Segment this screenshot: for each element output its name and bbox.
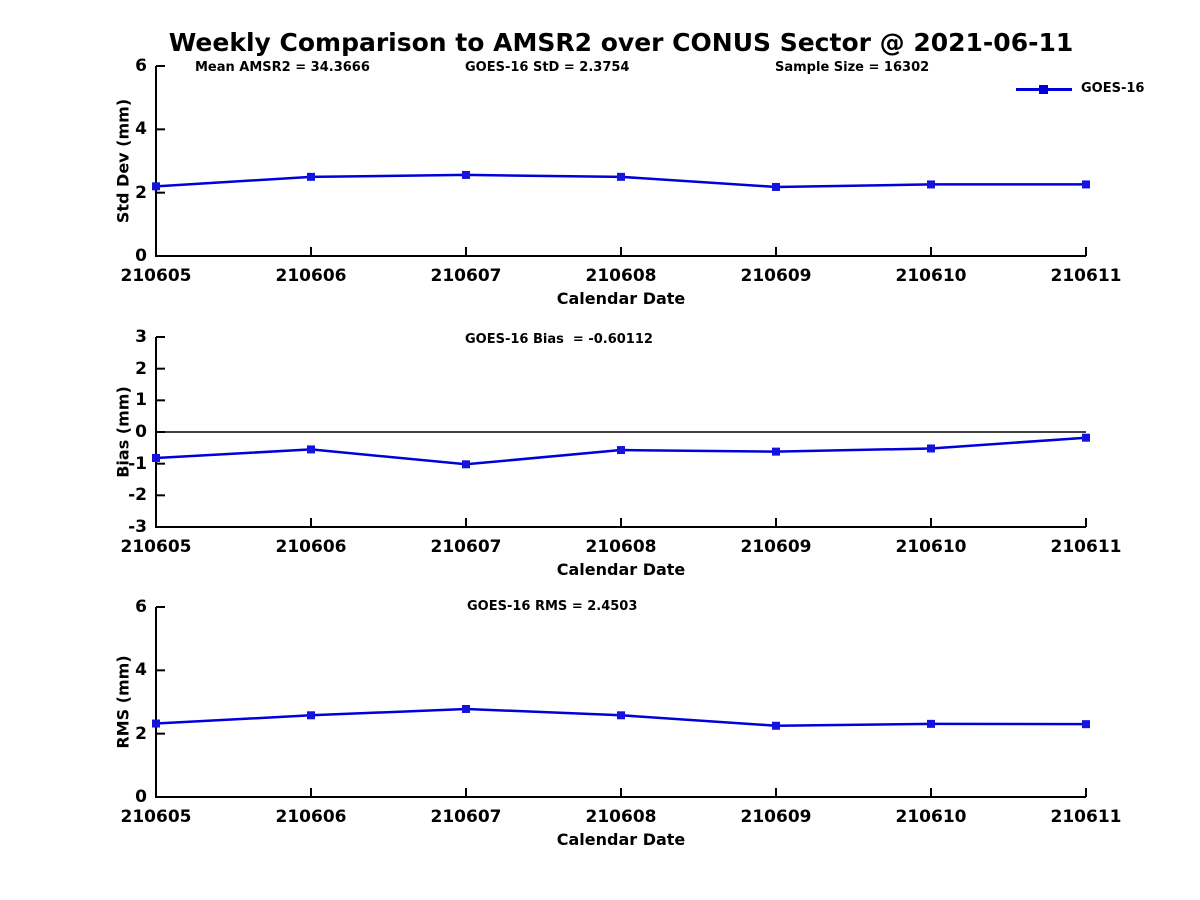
y-tick-label: 0 (135, 246, 147, 266)
x-tick-label: 210611 (1050, 266, 1122, 286)
rms-data-marker (1082, 720, 1090, 729)
std-dev-data-marker (927, 180, 935, 189)
x-tick-label: 210609 (740, 266, 812, 286)
figure-title: Weekly Comparison to AMSR2 over CONUS Se… (168, 28, 1074, 57)
y-tick-label: -1 (128, 453, 147, 474)
rms-axis-spines (155, 607, 1086, 798)
x-tick-label: 210609 (740, 537, 812, 557)
std-dev-annotation: GOES-16 StD = 2.3754 (465, 60, 630, 75)
rms-data-marker (152, 719, 160, 728)
legend-label: GOES-16 (1081, 81, 1145, 96)
x-tick-label: 210605 (120, 537, 192, 557)
bias-data-marker (927, 444, 935, 453)
y-tick-label: 6 (135, 56, 147, 76)
std-dev-data-marker (617, 172, 625, 181)
std-dev-axis-spines (155, 66, 1086, 257)
x-tick-label: 210611 (1050, 807, 1122, 827)
legend: GOES-16 (1014, 81, 1174, 98)
std-dev-annotation: Sample Size = 16302 (775, 60, 930, 75)
std-dev-annotation: Mean AMSR2 = 34.3666 (195, 60, 370, 75)
bias-axis-spines (155, 337, 1086, 528)
std-dev-data-marker (152, 182, 160, 191)
bias-data-marker (462, 460, 470, 469)
y-tick-label: 0 (135, 422, 147, 442)
bias-data-marker (307, 445, 315, 454)
rms-data-line (155, 707, 1087, 728)
bias-data-marker (1082, 433, 1090, 442)
y-tick-label: 4 (135, 119, 147, 140)
x-tick-label: 210606 (275, 537, 347, 557)
x-tick-label: 210610 (895, 266, 967, 286)
x-tick-label: 210608 (585, 807, 657, 827)
bias-data-marker (152, 453, 160, 462)
x-tick-label: 210606 (275, 807, 347, 827)
bias-data-line (155, 436, 1087, 466)
x-tick-label: 210605 (120, 807, 192, 827)
x-tick-label: 210609 (740, 807, 812, 827)
y-tick-label: 0 (135, 787, 147, 807)
std-dev-data-line (155, 173, 1086, 189)
y-tick-label: 2 (135, 723, 147, 744)
x-tick-label: 210605 (120, 266, 192, 286)
x-tick-label: 210610 (895, 537, 967, 557)
y-tick-label: 6 (135, 597, 147, 617)
bias-data-marker (617, 446, 625, 455)
x-tick-label: 210610 (895, 807, 967, 827)
bias-annotation: GOES-16 Bias = -0.60112 (465, 332, 653, 347)
x-tick-label: 210608 (585, 537, 657, 557)
x-tick-label: 210607 (430, 807, 502, 827)
y-tick-label: -3 (128, 517, 147, 537)
y-tick-label: 2 (135, 358, 147, 379)
rms-data-marker (927, 719, 935, 728)
y-tick-label: 2 (135, 182, 147, 203)
std-dev-data-marker (1082, 180, 1090, 189)
x-axis-label-std-dev: Calendar Date (556, 289, 686, 308)
legend-marker-icon (1039, 85, 1048, 94)
rms-data-marker (772, 721, 780, 730)
std-dev-data-marker (772, 182, 780, 191)
y-tick-label: -2 (128, 485, 147, 506)
x-axis-label-bias: Calendar Date (556, 560, 686, 579)
x-tick-label: 210606 (275, 266, 347, 286)
x-axis-label-rms: Calendar Date (556, 830, 686, 849)
std-dev-data-marker (307, 172, 315, 181)
x-tick-label: 210611 (1050, 537, 1122, 557)
rms-data-marker (617, 711, 625, 720)
x-tick-label: 210607 (430, 266, 502, 286)
rms-data-marker (462, 704, 470, 713)
rms-data-marker (307, 711, 315, 720)
x-tick-label: 210608 (585, 266, 657, 286)
y-tick-label: 3 (135, 327, 147, 347)
y-axis-label-std-dev: Std Dev (mm) (113, 98, 133, 224)
x-tick-label: 210607 (430, 537, 502, 557)
y-tick-label: 4 (135, 660, 147, 681)
rms-annotation: GOES-16 RMS = 2.4503 (467, 599, 638, 614)
std-dev-data-marker (462, 170, 470, 179)
bias-data-marker (772, 447, 780, 456)
y-tick-label: 1 (135, 390, 147, 411)
